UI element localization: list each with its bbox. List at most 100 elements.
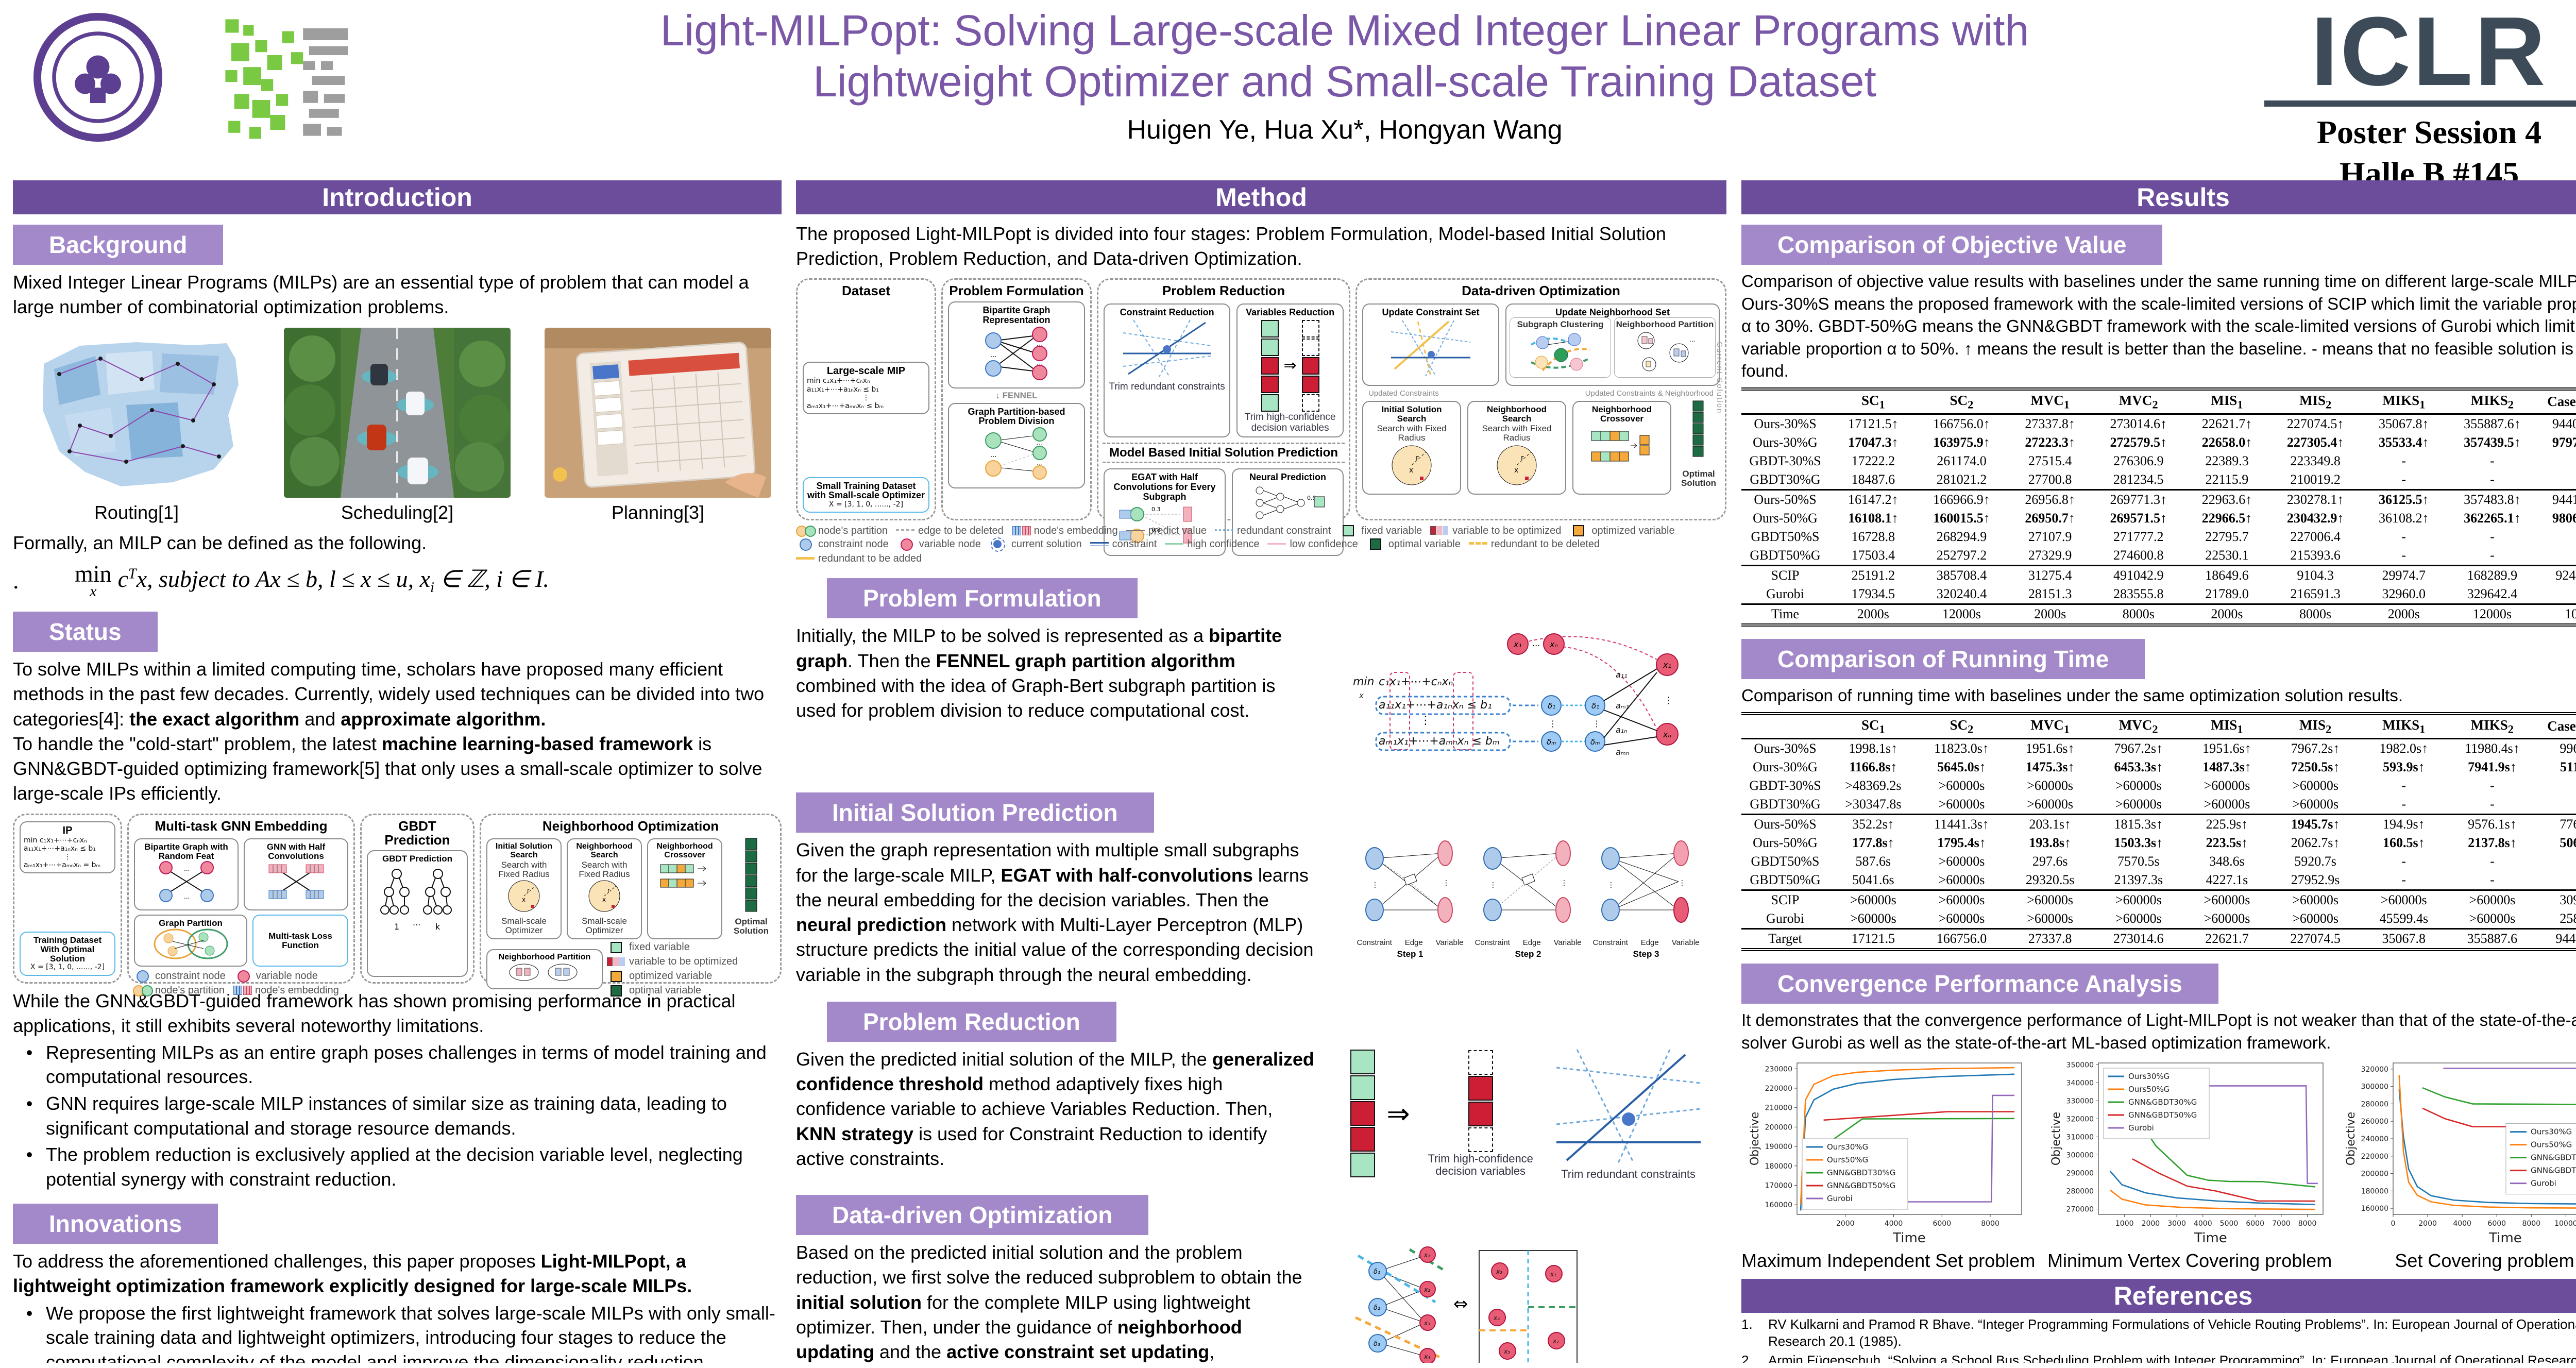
legend-chip: node's embedding [1012, 525, 1118, 537]
list-item: • The problem reduction is exclusively ap… [26, 1144, 743, 1190]
svg-text:190000: 190000 [1765, 1143, 1792, 1151]
embedding-icon [1012, 525, 1031, 537]
fennel-arrow-label: ↓ FENNEL [995, 390, 1038, 400]
svg-text:Gurobi: Gurobi [2128, 1123, 2154, 1133]
svg-text:Gurobi: Gurobi [2531, 1179, 2556, 1188]
svg-text:c₁x₁+⋯+cₙxₙ: c₁x₁+⋯+cₙxₙ [1379, 675, 1453, 688]
innovations-label: Innovations [13, 1204, 218, 1244]
tsinghua-logo [33, 13, 162, 144]
svg-text:...: ... [1689, 336, 1695, 343]
svg-text:r: r [1416, 454, 1419, 462]
svg-text:δₘ: δₘ [1547, 737, 1556, 747]
problem-reduction-label: Problem Reduction [827, 1001, 1116, 1042]
crossover-icon [660, 864, 706, 888]
iclr-session: Poster Session 4 [2316, 113, 2542, 150]
legend-chip: variable to be optimized [607, 956, 738, 968]
table-row: GBDT-30%S 17222.2 261174.0 27515.4 276306.9 2… [1749, 453, 2495, 469]
list-item: • GNN requires large-scale MILP instances… [26, 1093, 727, 1139]
edge-del-icon [896, 525, 915, 537]
svg-text:r: r [607, 887, 610, 894]
svg-text:4000: 4000 [2194, 1220, 2212, 1228]
background-label: Background [13, 225, 224, 265]
y-dash-icon [1468, 538, 1487, 550]
legend-chip: predict value [1126, 525, 1207, 537]
svg-text:4000: 4000 [2453, 1220, 2471, 1228]
svg-text:⋮: ⋮ [1371, 881, 1379, 889]
svg-text:x: x [1514, 466, 1518, 475]
reference-item: 2. Armin Fügenschuh. “Solving a School Bu… [1741, 1353, 2576, 1363]
column-introduction: Introduction Background Mixed Integer Li… [13, 180, 782, 1363]
svg-text:⇔: ⇔ [1453, 1294, 1468, 1314]
svg-text:GNN&GBDT50%G: GNN&GBDT50%G [2531, 1166, 2576, 1175]
svg-text:aₘₙ: aₘₙ [1616, 747, 1629, 757]
svg-text:240000: 240000 [2361, 1135, 2388, 1143]
svg-text:Objective: Objective [2345, 1112, 2358, 1166]
references-list: 1. RV Kulkarni and Pramod R Bhave. “Integ… [1741, 1316, 2576, 1363]
svg-text:...: ... [1532, 638, 1540, 648]
svg-text:r: r [527, 887, 530, 894]
search-radius-icon: rx [1392, 445, 1432, 485]
optimal-solution-cell: Optimal Solution [1676, 399, 1721, 497]
constraint-icon [1090, 538, 1109, 550]
svg-text:x: x [602, 896, 606, 903]
crossover-icon [1591, 431, 1650, 462]
planning-caption: Planning[3] [611, 502, 705, 523]
var-opt-icon [607, 956, 625, 968]
table-row: Time 2000s 12000s 2000s 8000s 2000s 8000s 2000s… [1771, 606, 2576, 622]
variable-column-full [1261, 319, 1279, 412]
egat-icon: 0.3 0.8 [1119, 506, 1192, 544]
list-item: • Representing MILPs as an entire graph p… [26, 1041, 767, 1088]
problem-division-icon: ......... [985, 427, 1047, 480]
update-constraint-set-icon [1391, 320, 1471, 377]
svg-text:160000: 160000 [2361, 1205, 2388, 1213]
legend-chip: high confidence [1165, 538, 1259, 550]
innovations-list: • We propose the first lightweight framew… [13, 1301, 782, 1363]
svg-text:8000: 8000 [2522, 1220, 2540, 1228]
chart-sc-caption: Set Covering problem [2395, 1250, 2574, 1272]
table-row: GBDT-30%S >48369.2s >60000s >60000s >60000s >… [1749, 778, 2495, 793]
variable-column-full [1350, 1049, 1376, 1178]
chart-mvc-caption: Minimum Vertex Covering problem [2047, 1250, 2332, 1272]
background-figures: Routing[1] [18, 328, 776, 523]
constraint-reduction-icon [1123, 319, 1211, 377]
gnn-gbdt-framework-diagram: IP min c₁x₁+⋯+cₙxₙ a₁₁x₁+⋯+a₁ₙxₙ ≤ b₁ ⋮ … [13, 813, 782, 997]
optimal-solution-cell: Optimal Solution [726, 836, 776, 941]
svg-text:⋮: ⋮ [1679, 879, 1686, 887]
planning-image [545, 328, 771, 498]
table-row: Target 17121.5 166756.0 27337.8 273014.6 2262… [1768, 931, 2576, 947]
svg-text:1000: 1000 [2115, 1220, 2134, 1228]
svg-text:⋮: ⋮ [1443, 879, 1450, 887]
method-intro: The proposed Light-MILPopt is divided in… [796, 223, 1671, 269]
svg-text:230000: 230000 [1765, 1065, 1792, 1073]
opt-var-icon [607, 970, 625, 983]
opt-var-icon [1569, 525, 1588, 537]
initial-solution-prediction-figure: ⋮ ⋮ Constraint Edge Variable Step 1 [1330, 838, 1726, 987]
svg-text:x₄: x₄ [1423, 1353, 1430, 1360]
data-driven-optimization-label: Data-driven Optimization [796, 1195, 1149, 1236]
optimal-solution-column-icon [1692, 400, 1704, 457]
table-row: SCIP >60000s >60000s >60000s >60000s >60000s >… [1771, 892, 2576, 908]
svg-text:xₙ: xₙ [1549, 639, 1558, 649]
v-node-icon [234, 970, 252, 983]
legend-chip: edge to be deleted [896, 525, 1004, 537]
svg-text:⋮: ⋮ [1561, 879, 1568, 887]
optimal-icon [607, 985, 625, 997]
svg-text:aₘ₁: aₘ₁ [1616, 701, 1629, 711]
svg-text:220000: 220000 [2361, 1153, 2388, 1161]
svg-text:200000: 200000 [2361, 1170, 2388, 1178]
svg-text:7000: 7000 [2272, 1220, 2291, 1228]
objective-value-text: Comparison of objective value results wi… [1741, 272, 2576, 381]
running-time-label: Comparison of Running Time [1741, 639, 2145, 680]
table-row: GBDT50%S 16728.8 268294.9 27107.9 271777.2 22… [1751, 529, 2495, 545]
legend-chip: optimal variable [1366, 538, 1461, 550]
milp-definition-text: Formally, an MILP can be defined as the … [13, 532, 427, 554]
svg-text:0: 0 [2391, 1220, 2396, 1228]
embedding-icon [233, 984, 252, 997]
legend-chip: node's partition [133, 984, 225, 997]
svg-text:180000: 180000 [1765, 1162, 1792, 1171]
svg-text:δ₁: δ₁ [1548, 701, 1555, 711]
table-row: GBDT30%G 18487.6 281021.2 27700.8 281234.5 22… [1741, 470, 2576, 491]
c-node-icon [133, 970, 151, 983]
svg-text:Gurobi: Gurobi [1827, 1194, 1853, 1203]
